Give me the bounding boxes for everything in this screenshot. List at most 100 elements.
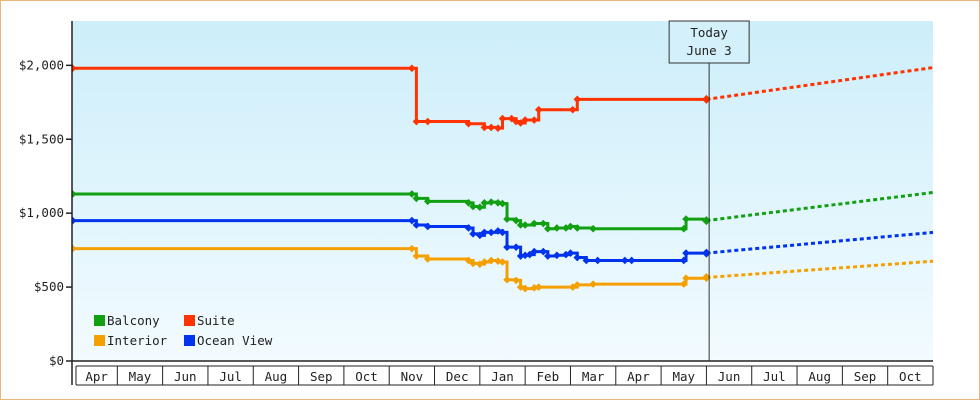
ocean-view-point — [72, 216, 77, 226]
balcony-point — [408, 190, 416, 198]
ocean-view-point — [498, 228, 507, 237]
today-marker: Today June 3 — [668, 20, 750, 361]
suite-point — [464, 119, 473, 128]
y-tick-label: $2,000 — [19, 57, 64, 72]
ocean-view-point — [593, 256, 602, 265]
ocean-view-legend-label: Ocean View — [197, 333, 273, 348]
interior-point — [589, 280, 597, 288]
interior-point — [412, 252, 421, 260]
suite-series-line — [72, 66, 707, 130]
balcony-point — [476, 203, 484, 212]
today-label: Today — [690, 25, 728, 40]
balcony-point — [487, 198, 495, 206]
legend: Balcony Suite Interior Ocean View — [94, 313, 273, 348]
today-date: June 3 — [687, 43, 732, 58]
ocean-view-point — [621, 256, 629, 265]
ocean-view-point — [525, 250, 534, 259]
y-tick-label: $0 — [49, 353, 64, 368]
balcony-point — [679, 224, 688, 233]
x-tick-label: May — [672, 369, 695, 384]
ocean-view-point — [679, 256, 688, 265]
suite-point — [423, 117, 432, 126]
ocean-view-point — [464, 224, 473, 232]
interior-point — [503, 275, 511, 284]
x-tick-label: Sep — [854, 369, 877, 384]
y-tick-label: $1,000 — [19, 205, 64, 220]
ocean-view-point — [627, 256, 636, 265]
balcony-point — [72, 189, 77, 199]
x-tick-label: Aug — [808, 369, 831, 384]
interior-point — [498, 258, 507, 266]
balcony-point — [494, 199, 502, 207]
axis-layer: $0 $500 $1,000 $1,500 $2,000 Apr May Jun Jul Aug S… — [19, 21, 934, 386]
ocean-view-point — [539, 247, 548, 256]
suite-projection-line — [706, 66, 933, 101]
suite-point — [412, 117, 421, 126]
interior-legend-swatch — [94, 335, 105, 346]
ocean-view-point — [480, 228, 489, 237]
ocean-view-point — [512, 243, 520, 251]
suite-point — [568, 105, 577, 114]
balcony-point — [412, 194, 421, 203]
interior-point — [72, 244, 77, 254]
suite-point — [573, 95, 582, 104]
balcony-point — [589, 224, 597, 233]
interior-point — [512, 276, 520, 285]
interior-point — [476, 260, 484, 268]
x-tick-label: Nov — [401, 369, 424, 384]
balcony-point — [530, 219, 539, 228]
interior-point — [487, 256, 495, 265]
ocean-view-point — [476, 231, 484, 240]
x-tick-label: Oct — [899, 369, 922, 384]
ocean-view-point — [530, 247, 539, 256]
x-tick-label: May — [129, 369, 152, 384]
balcony-legend-label: Balcony — [107, 313, 160, 328]
ocean-view-point — [566, 249, 575, 257]
suite-point — [408, 64, 416, 73]
balcony-point — [566, 222, 575, 231]
x-tick-label: Jan — [491, 369, 514, 384]
x-tick-label: Dec — [446, 369, 469, 384]
suite-point — [521, 116, 529, 124]
suite-point — [72, 63, 77, 73]
interior-point — [408, 244, 416, 253]
balcony-legend-swatch — [94, 315, 105, 326]
ocean-view-point — [412, 221, 421, 229]
ocean-view-point — [562, 250, 570, 259]
ocean-view-point — [573, 253, 582, 262]
suite-point — [487, 123, 495, 132]
balcony-point — [573, 224, 582, 232]
ocean-view-point — [582, 256, 591, 265]
ocean-view-point — [494, 227, 502, 235]
interior-point — [494, 257, 502, 266]
plot-background — [72, 21, 933, 361]
interior-point — [521, 284, 529, 293]
x-tick-label: Apr — [85, 369, 108, 384]
suite-point — [498, 114, 507, 123]
ocean-view-point — [544, 252, 552, 260]
x-tick-label: Aug — [265, 369, 288, 384]
ocean-view-point — [553, 251, 561, 260]
interior-point — [679, 280, 688, 288]
x-tick-label: Apr — [627, 369, 650, 384]
interior-legend-label: Interior — [107, 333, 168, 348]
interior-projection-line — [706, 259, 933, 279]
suite-legend-swatch — [184, 315, 195, 326]
balcony-point — [521, 221, 529, 229]
balcony-point — [512, 216, 520, 225]
balcony-point — [516, 221, 525, 229]
suite-point — [530, 116, 539, 124]
balcony-point — [539, 219, 548, 228]
ocean-view-projection-line — [706, 230, 933, 255]
x-tick-label: Jun — [718, 369, 741, 384]
balcony-point — [553, 224, 561, 232]
interior-point — [682, 274, 690, 283]
interior-point — [423, 255, 432, 263]
balcony-point — [498, 199, 507, 208]
interior-point — [534, 283, 543, 291]
balcony-point — [562, 224, 570, 232]
suite-point — [512, 117, 520, 126]
suite-legend-label: Suite — [197, 313, 235, 328]
